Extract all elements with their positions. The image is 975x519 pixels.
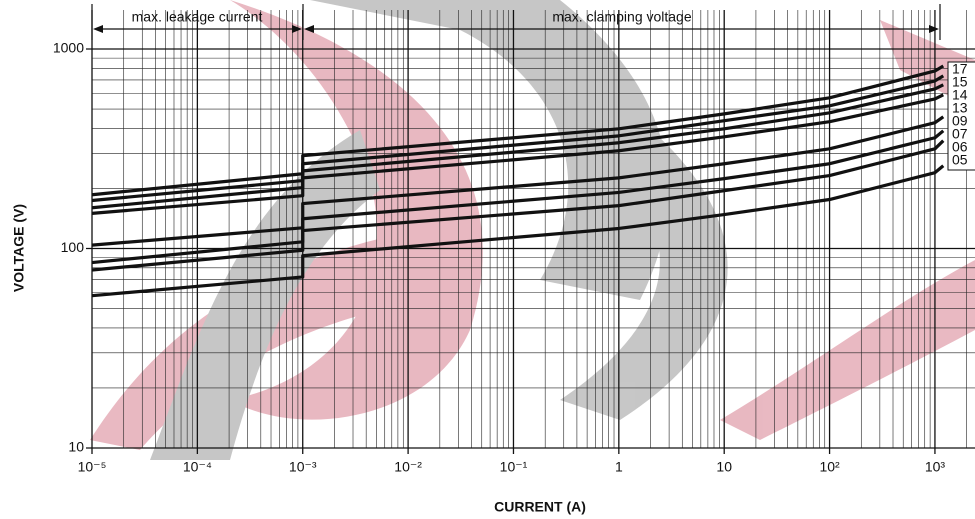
x-tick-label: 10⁻¹ <box>500 459 528 475</box>
legend-label: 07 <box>952 126 968 142</box>
legend-label: 13 <box>952 100 968 116</box>
legend-label: 06 <box>952 139 968 155</box>
x-tick-label: 10⁻⁵ <box>78 459 107 475</box>
annotation: max. clamping voltage <box>552 9 692 25</box>
annotation: max. leakage current <box>132 9 263 25</box>
x-tick-label: 10⁻² <box>394 459 422 475</box>
legend-label: 15 <box>952 74 968 90</box>
x-tick-label: 10⁻⁴ <box>183 459 212 475</box>
legend-box <box>947 61 975 171</box>
x-tick-label: 1 <box>615 459 623 475</box>
x-tick-label: 10⁻³ <box>289 459 317 475</box>
series-line <box>91 139 945 272</box>
y-tick-label: 1000 <box>53 40 84 56</box>
legend-label: 14 <box>952 87 968 103</box>
series-line <box>91 64 945 197</box>
legend-label: 09 <box>952 113 968 129</box>
watermark-shape <box>720 260 975 440</box>
x-axis-label: CURRENT (A) <box>494 499 586 515</box>
legend-label: 05 <box>952 152 968 168</box>
x-tick-label: 10² <box>819 459 840 475</box>
legend-label: 17 <box>952 61 968 77</box>
grid <box>86 10 975 454</box>
watermark <box>90 0 975 460</box>
watermark-shape <box>150 130 380 460</box>
x-tick-label: 10 <box>716 459 732 475</box>
x-tick-label: 10³ <box>925 459 946 475</box>
y-tick-label: 100 <box>61 239 85 255</box>
y-tick-label: 10 <box>68 439 84 455</box>
series-line <box>91 93 944 215</box>
y-axis-label: VOLTAGE (V) <box>11 204 27 292</box>
series-line <box>91 164 945 298</box>
watermark-shape <box>310 0 669 300</box>
header-arrows <box>91 4 941 40</box>
watermark-shape <box>230 0 483 420</box>
